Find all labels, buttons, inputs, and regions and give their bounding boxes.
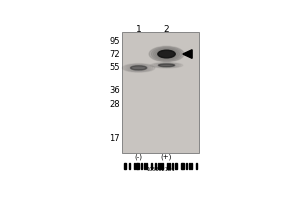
Bar	[136, 163, 137, 169]
Text: 2: 2	[164, 25, 169, 34]
Bar	[137, 163, 139, 169]
Bar	[122, 32, 199, 153]
Bar	[196, 163, 197, 169]
Polygon shape	[183, 50, 192, 58]
Ellipse shape	[122, 64, 155, 72]
Bar	[176, 163, 177, 169]
Bar	[167, 163, 168, 169]
Bar	[158, 163, 159, 169]
Bar	[144, 163, 145, 169]
Bar	[181, 163, 182, 169]
Text: 28: 28	[110, 100, 120, 109]
Ellipse shape	[124, 64, 153, 72]
Bar	[134, 163, 135, 169]
Ellipse shape	[154, 48, 180, 60]
Bar	[162, 163, 163, 169]
Bar	[169, 163, 170, 169]
Bar	[182, 163, 184, 169]
Bar	[172, 163, 173, 169]
Ellipse shape	[151, 47, 182, 61]
Bar	[141, 163, 142, 169]
Bar	[129, 163, 130, 169]
Bar	[191, 163, 192, 169]
Text: 1053621D1: 1053621D1	[146, 167, 175, 172]
Ellipse shape	[156, 49, 177, 59]
Bar	[189, 163, 190, 169]
Text: 95: 95	[110, 37, 120, 46]
Ellipse shape	[158, 50, 175, 58]
Bar	[160, 163, 161, 169]
Bar	[146, 163, 147, 169]
Text: (-): (-)	[135, 154, 142, 160]
Text: 55: 55	[110, 63, 120, 72]
Text: (+): (+)	[161, 154, 172, 160]
Bar	[122, 162, 199, 170]
Text: 17: 17	[110, 134, 120, 143]
Bar	[186, 163, 187, 169]
Bar	[124, 163, 125, 169]
Bar	[155, 163, 156, 169]
Bar	[151, 163, 152, 169]
Bar	[125, 163, 127, 169]
Text: 36: 36	[109, 86, 120, 95]
Text: 1: 1	[136, 25, 142, 34]
Ellipse shape	[149, 46, 184, 62]
Ellipse shape	[158, 64, 175, 67]
Text: 72: 72	[110, 50, 120, 59]
Ellipse shape	[130, 66, 147, 70]
Ellipse shape	[150, 62, 183, 68]
